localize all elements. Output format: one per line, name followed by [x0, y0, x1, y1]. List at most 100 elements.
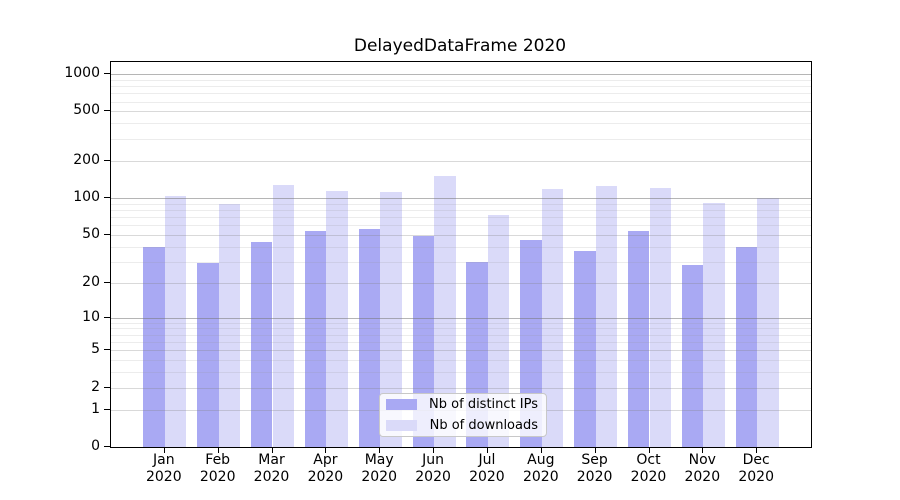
gridline	[111, 387, 811, 389]
gridline-minor	[111, 209, 811, 211]
x-tick-mark	[540, 447, 542, 453]
gridline	[111, 111, 811, 113]
bar-nb-of-distinct-ips-nov	[681, 265, 704, 447]
chart-title: DelayedDataFrame 2020	[353, 36, 567, 56]
gridline-minor	[111, 372, 811, 374]
x-tick-year: 2020	[684, 469, 721, 485]
x-tick-year: 2020	[522, 469, 559, 485]
x-tick-label: Apr 2020	[293, 452, 357, 486]
bar-nb-of-distinct-ips-mar	[250, 241, 273, 447]
bar-nb-of-downloads-dec	[757, 198, 779, 447]
x-tick-year: 2020	[199, 469, 236, 485]
x-tick-month: Aug	[527, 452, 555, 468]
gridline-minor	[111, 334, 811, 336]
x-tick-mark	[594, 447, 596, 453]
gridline-minor	[111, 138, 811, 140]
x-tick-label: Dec 2020	[724, 452, 788, 486]
x-tick-year: 2020	[145, 469, 182, 485]
bar-nb-of-distinct-ips-jan	[143, 246, 165, 447]
bar-nb-of-downloads-may	[380, 192, 402, 447]
x-tick-mark	[163, 447, 165, 453]
bar-nb-of-distinct-ips-oct	[627, 230, 650, 447]
gridline	[111, 350, 811, 352]
bar-nb-of-downloads-apr	[326, 190, 348, 447]
gridline-minor	[111, 342, 811, 343]
x-tick-mark	[379, 447, 381, 453]
x-tick-year: 2020	[630, 469, 667, 485]
x-tick-label: Oct 2020	[617, 452, 681, 486]
x-tick-label: Feb 2020	[186, 452, 250, 486]
legend-label-downloads: Nb of downloads	[429, 417, 538, 433]
x-tick-mark	[271, 447, 273, 453]
bar-nb-of-downloads-nov	[703, 202, 725, 447]
bar-nb-of-distinct-ips-may	[358, 228, 381, 447]
x-tick-mark	[325, 447, 327, 453]
x-tick-year: 2020	[469, 469, 505, 485]
bar-nb-of-downloads-jun	[434, 176, 456, 447]
y-tick-label: 200	[73, 151, 100, 168]
x-tick-month: Oct	[636, 452, 661, 468]
bar-nb-of-distinct-ips-dec	[735, 246, 758, 447]
y-tick-mark	[104, 73, 110, 74]
gridline-minor	[111, 261, 811, 263]
y-tick-label: 100	[73, 188, 100, 205]
y-tick-mark	[104, 110, 110, 112]
x-tick-mark	[648, 447, 650, 453]
x-tick-label: Jan 2020	[132, 452, 196, 486]
y-tick-label: 1000	[64, 65, 100, 81]
gridline-major	[111, 317, 811, 319]
x-tick-mark	[433, 447, 435, 453]
x-tick-mark	[217, 447, 219, 453]
bar-nb-of-downloads-mar	[272, 184, 295, 447]
x-tick-month: Jan	[153, 452, 175, 468]
x-tick-label: Aug 2020	[509, 452, 573, 486]
gridline-major	[111, 197, 811, 199]
x-tick-month: Feb	[205, 452, 231, 468]
x-tick-year: 2020	[307, 469, 344, 485]
gridline-minor	[111, 322, 811, 324]
bar-nb-of-downloads-jan	[164, 196, 187, 447]
gridline-minor	[111, 225, 811, 227]
gridline-minor	[111, 79, 811, 81]
bar-nb-of-downloads-sep	[595, 185, 618, 447]
y-tick-mark	[104, 386, 110, 388]
x-tick-month: Jun	[422, 452, 445, 468]
y-tick-label: 50	[82, 225, 100, 242]
y-tick-label: 1	[91, 400, 100, 417]
x-tick-year: 2020	[415, 469, 451, 485]
gridline-minor	[111, 246, 811, 248]
x-tick-year: 2020	[361, 469, 397, 485]
y-tick-mark	[104, 281, 110, 283]
x-tick-label: May 2020	[347, 452, 411, 486]
legend-swatch-distinct-ips	[386, 399, 417, 411]
y-tick-mark	[104, 446, 110, 447]
y-tick-label: 5	[91, 341, 100, 358]
x-tick-month: May	[364, 452, 394, 468]
x-tick-mark	[486, 447, 488, 453]
gridline-minor	[111, 328, 811, 330]
gridline-minor	[111, 86, 811, 88]
y-tick-label: 2	[91, 378, 100, 395]
y-tick-label: 500	[73, 102, 100, 119]
gridline	[111, 160, 811, 162]
gridline-minor	[111, 101, 811, 103]
legend-label-distinct-ips: Nb of distinct IPs	[429, 397, 538, 413]
y-tick-label: 0	[91, 438, 100, 454]
x-tick-label: Sep 2020	[563, 452, 627, 486]
x-tick-mark	[756, 447, 758, 453]
x-tick-label: Jul 2020	[455, 452, 519, 486]
gridline	[111, 234, 811, 236]
gridline-minor	[111, 360, 811, 362]
gridline	[111, 282, 811, 284]
x-tick-month: Dec	[742, 452, 770, 468]
x-tick-month: Apr	[313, 452, 338, 468]
x-tick-year: 2020	[738, 469, 774, 485]
plot-area: Nb of distinct IPs Nb of downloads	[110, 61, 812, 448]
legend: Nb of distinct IPs Nb of downloads	[379, 393, 547, 437]
y-tick-mark	[104, 196, 110, 198]
bar-nb-of-downloads-feb	[218, 203, 241, 447]
x-tick-mark	[702, 447, 704, 453]
x-tick-month: Jul	[478, 452, 496, 468]
x-tick-month: Sep	[581, 452, 608, 468]
